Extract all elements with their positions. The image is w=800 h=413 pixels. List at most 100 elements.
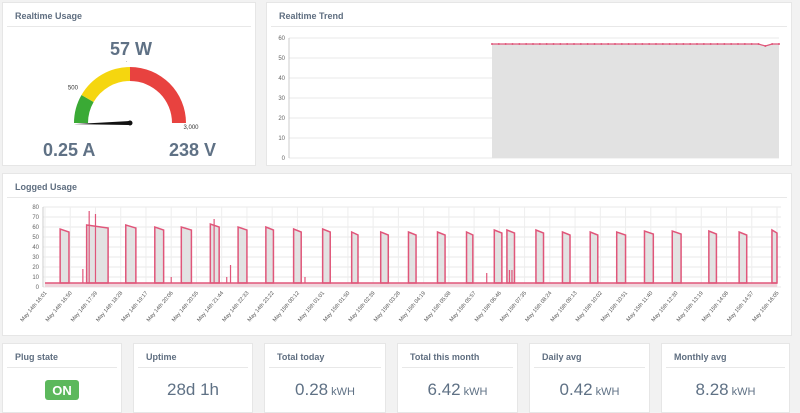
usage-period	[671, 229, 682, 284]
usage-period	[643, 229, 655, 284]
x-tick-label: May 15th 09:13	[550, 290, 579, 323]
trend-point	[607, 43, 610, 45]
trend-point	[600, 43, 603, 45]
gauge-needle-pivot	[127, 120, 133, 126]
usage-period	[493, 228, 503, 284]
trend-point	[552, 43, 555, 45]
x-tick-label: May 14th 23:22	[247, 290, 276, 323]
usage-period	[561, 230, 571, 284]
trend-point	[661, 43, 664, 45]
plug-state-toggle[interactable]: ON	[45, 380, 79, 400]
stat-value: 8.28 kWH	[662, 380, 789, 400]
trend-point	[675, 43, 678, 45]
x-tick-label: May 15th 14:57	[726, 290, 755, 323]
stat-number: 6.42	[427, 380, 461, 399]
stat-title: Monthly avg	[666, 344, 785, 368]
stat-unit: kWH	[331, 386, 355, 398]
panel-title: Realtime Trend	[271, 3, 787, 27]
x-tick-label: May 15th 16:05	[752, 290, 781, 323]
trend-point	[648, 43, 651, 45]
x-tick-label: May 15th 00:12	[272, 290, 301, 323]
trend-point	[566, 43, 569, 45]
stat-title: Uptime	[138, 344, 248, 368]
stat-unit: kWH	[731, 386, 756, 398]
usage-period	[738, 230, 748, 284]
x-tick-label: May 15th 06:46	[474, 290, 503, 323]
x-tick-label: May 15th 04:19	[398, 290, 427, 323]
x-tick-label: May 15th 01:50	[322, 290, 351, 323]
stat-value: 0.42 kWH	[530, 380, 649, 400]
usage-period	[506, 228, 516, 284]
trend-point	[497, 43, 500, 45]
trend-point	[586, 43, 589, 45]
y-tick-label: 20	[278, 116, 285, 122]
trend-point	[716, 43, 719, 45]
x-tick-label: May 15th 13:19	[676, 290, 705, 323]
stat-panel-monthly-avg: Monthly avg 8.28 kWH	[661, 343, 790, 413]
trend-point	[709, 43, 712, 45]
stat-number: 0.42	[559, 380, 593, 399]
x-tick-label: May 15th 14:08	[701, 290, 730, 323]
stat-title: Total today	[269, 344, 381, 368]
trend-point	[518, 43, 521, 45]
trend-point	[634, 43, 637, 45]
power-gauge: 500 1,500 3,000	[68, 61, 199, 131]
usage-period	[209, 222, 220, 284]
stat-value: 28d 1h	[134, 380, 252, 400]
stat-panel-daily-avg: Daily avg 0.42 kWH	[529, 343, 650, 413]
trend-point	[641, 43, 644, 45]
y-tick-label: 40	[32, 245, 39, 251]
trend-point	[750, 43, 753, 45]
stat-title: Daily avg	[534, 344, 645, 368]
x-tick-label: May 14th 22:33	[221, 290, 250, 323]
power-value: 57 W	[110, 39, 153, 59]
current-value: 0.25 A	[43, 140, 96, 160]
baseline-area	[45, 283, 777, 287]
usage-period	[59, 227, 70, 284]
usage-period	[615, 230, 627, 284]
stat-panel-plug-state: Plug state ON	[2, 343, 122, 413]
usage-period	[125, 223, 137, 284]
stat-panel-uptime: Uptime 28d 1h	[133, 343, 253, 413]
trend-point	[620, 43, 623, 45]
y-tick-label: 60	[32, 225, 39, 231]
trend-point	[743, 43, 746, 45]
x-tick-label: May 15th 03:28	[373, 290, 402, 323]
trend-point	[655, 43, 657, 45]
usage-period	[350, 230, 359, 284]
y-tick-label: 0	[36, 285, 40, 291]
y-tick-label: 40	[278, 76, 285, 82]
x-tick-label: May 14th 17:39	[70, 290, 99, 323]
trend-point	[702, 43, 705, 45]
realtime-usage-panel: Realtime Usage 57 W 500 1,500 3,000 0.25 A…	[2, 2, 256, 166]
realtime-trend-panel: Realtime Trend 0 10 20 30 40 50 60	[266, 2, 792, 166]
panel-title: Realtime Usage	[7, 3, 251, 27]
y-tick-label: 80	[32, 205, 39, 211]
x-tick-label: May 14th 18:28	[95, 290, 124, 323]
trend-point	[723, 43, 726, 45]
x-tick-label: May 14th 21:44	[196, 290, 225, 323]
y-tick-label: 30	[32, 255, 39, 261]
usage-period	[589, 230, 599, 284]
x-tick-label: May 14th 20:06	[146, 290, 175, 323]
trend-point	[573, 43, 575, 45]
trend-point	[696, 43, 698, 45]
x-tick-label: May 15th 07:35	[499, 290, 528, 323]
x-tick-label: May 14th 16:01	[20, 290, 49, 323]
trend-point	[504, 43, 507, 45]
trend-point	[593, 43, 596, 45]
trend-point	[668, 43, 671, 45]
usage-period	[708, 229, 718, 284]
gauge-band	[81, 67, 130, 102]
x-tick-label: May 15th 05:08	[423, 290, 452, 323]
y-tick-label: 10	[278, 136, 285, 142]
usage-period	[85, 224, 109, 284]
trend-point	[559, 43, 562, 45]
y-tick-label: 20	[32, 265, 39, 271]
stat-unit: kWH	[463, 386, 488, 398]
trend-area	[492, 44, 779, 158]
x-tick-label: May 15th 10:02	[575, 290, 604, 323]
panel-title: Logged Usage	[7, 174, 787, 198]
trend-point	[545, 43, 548, 45]
